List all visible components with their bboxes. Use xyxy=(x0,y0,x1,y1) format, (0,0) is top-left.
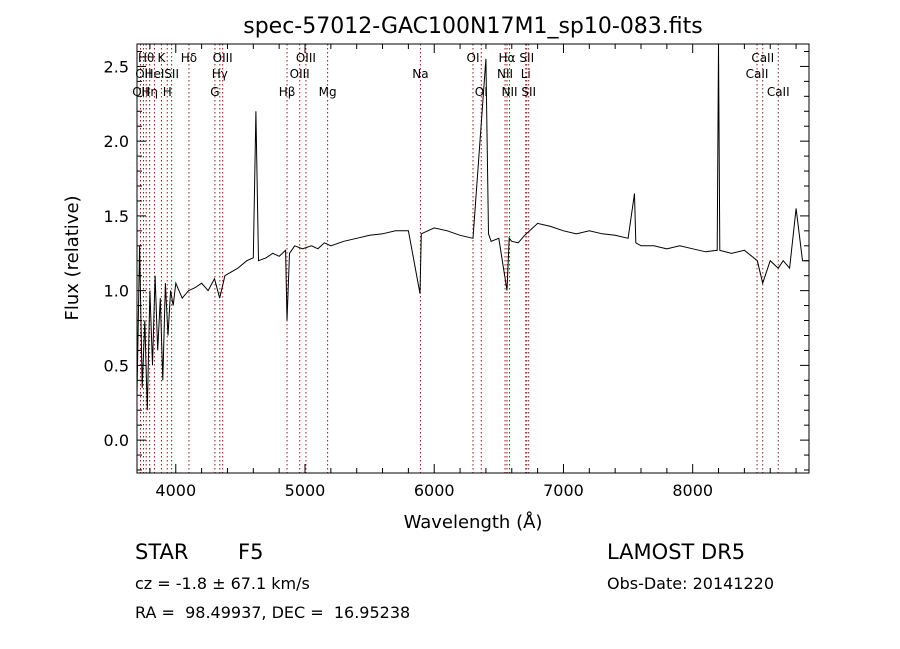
line-label-6: H xyxy=(163,85,172,99)
line-label-27: CaII xyxy=(767,85,790,99)
y-tick-label-5: 2.5 xyxy=(104,57,129,76)
line-label-19: NII xyxy=(497,67,513,81)
line-label-0: OII xyxy=(132,85,149,99)
line-label-7: SII xyxy=(164,67,179,81)
x-axis-label: Wavelength (Å) xyxy=(404,511,543,533)
line-label-14: OIII xyxy=(296,51,316,65)
x-tick-label-0: 4000 xyxy=(155,481,196,500)
line-label-24: SII xyxy=(521,85,536,99)
x-tick-label-2: 6000 xyxy=(414,481,455,500)
x-axis: 4000 5000 6000 7000 8000 xyxy=(149,44,797,500)
line-label-12: Hβ xyxy=(279,85,296,99)
chart-title: spec-57012-GAC100N17M1_sp10-083.fits xyxy=(243,14,703,39)
radec-text: RA = 98.49937, DEC = 16.95238 xyxy=(135,603,411,622)
y-tick-label-2: 1.0 xyxy=(104,282,129,301)
x-tick-label-3: 7000 xyxy=(543,481,584,500)
redshift-text: cz = -1.8 ± 67.1 km/s xyxy=(135,574,310,593)
y-tick-label-0: 0.0 xyxy=(104,431,129,450)
line-label-18: OI xyxy=(475,85,488,99)
survey-label: LAMOST DR5 xyxy=(607,540,746,564)
object-subclass: F5 xyxy=(238,540,264,564)
line-label-5: K xyxy=(157,51,166,65)
line-label-1: OII xyxy=(135,67,152,81)
y-tick-label-1: 0.5 xyxy=(104,356,129,375)
y-axis: 0.0 0.5 1.0 1.5 2.0 2.5 xyxy=(104,50,809,471)
line-label-26: CaII xyxy=(751,51,774,65)
line-label-9: G xyxy=(210,85,219,99)
line-label-3: Hη xyxy=(141,85,158,99)
line-label-25: CaII xyxy=(746,67,769,81)
y-tick-label-3: 1.5 xyxy=(104,207,129,226)
x-tick-label-1: 5000 xyxy=(285,481,326,500)
line-label-11: OIII xyxy=(213,51,233,65)
line-label-8: Hδ xyxy=(181,51,197,65)
line-label-23: SII xyxy=(519,51,534,65)
object-class: STAR xyxy=(135,540,189,564)
x-tick-label-4: 8000 xyxy=(672,481,713,500)
line-label-20: Hα xyxy=(499,51,516,65)
line-marker-layer: OIIOIIHθHηHeIKHSIIHδGHγOIIIHβOIIIOIIIMgN… xyxy=(132,44,790,473)
line-label-4: HeI xyxy=(144,67,164,81)
line-label-17: OI xyxy=(467,51,480,65)
line-label-21: NII xyxy=(502,85,518,99)
spectrum-line xyxy=(136,43,809,411)
y-axis-label: Flux (relative) xyxy=(62,195,83,320)
line-label-16: Na xyxy=(412,67,428,81)
y-tick-label-4: 2.0 xyxy=(104,132,129,151)
line-label-2: Hθ xyxy=(138,51,154,65)
plot-frame xyxy=(136,43,810,474)
line-label-13: OIII xyxy=(290,67,310,81)
line-label-15: Mg xyxy=(319,85,337,99)
line-label-10: Hγ xyxy=(212,67,228,81)
obs-date-text: Obs-Date: 20141220 xyxy=(607,574,775,593)
line-label-22: Li xyxy=(521,67,531,81)
